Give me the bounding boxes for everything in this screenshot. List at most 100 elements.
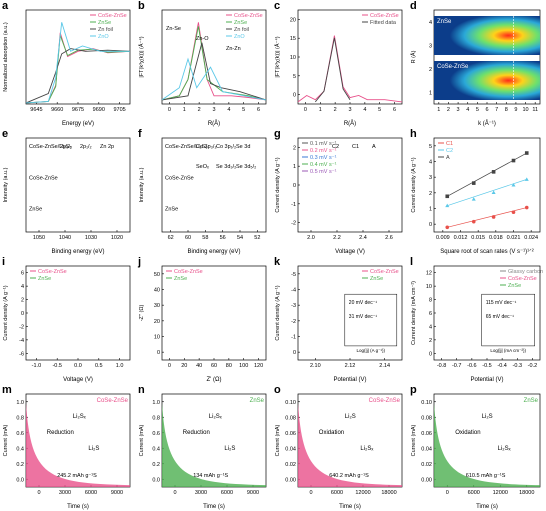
annotation: Li₂S	[88, 446, 99, 452]
y-tick-label: 4	[429, 160, 432, 166]
y-axis-label: Current density (A g⁻¹)	[3, 285, 9, 340]
legend-entry: ZnSe	[370, 276, 383, 282]
y-tick-label: 0.6	[16, 431, 24, 437]
x-tick-label: 0	[309, 490, 312, 496]
x-tick-label: 52	[254, 235, 260, 241]
series-line-3	[161, 42, 267, 101]
series-label: CoSe-ZnSe	[29, 175, 58, 181]
x-tick-label: 1	[183, 107, 186, 113]
legend-entry: Fitted data	[370, 20, 397, 26]
x-tick-label: -0.5	[52, 363, 61, 369]
x-tick-label: 9705	[113, 107, 125, 113]
x-tick-label: 0	[37, 490, 40, 496]
x-tick-label: 2.2	[333, 235, 341, 241]
peak-label: SeOₓ	[196, 164, 209, 170]
plot-frame	[161, 9, 267, 105]
x-tick-label: 20	[181, 363, 187, 369]
legend-entry: ZnSe	[174, 276, 187, 282]
legend-entry: CoSe-ZnSe	[234, 13, 263, 19]
y-tick-label: 2	[429, 67, 432, 73]
y-tick-label: 1	[429, 90, 432, 96]
chart-svg: 62 60 58 56 54 52 Binding energy (eV) Intensity…	[139, 137, 267, 255]
plot-frame	[25, 9, 131, 105]
y-tick-label: -1	[291, 335, 296, 341]
y-axis-label: R (Å)	[410, 50, 417, 63]
panel-label: l	[410, 256, 414, 268]
panel-label: d	[410, 0, 417, 12]
data-point	[491, 190, 496, 195]
series-label: CoSe-ZnSe/Li₂S₆	[29, 144, 72, 150]
series-line-4	[161, 57, 267, 101]
series-label: CoSe-ZnSe	[165, 175, 194, 181]
legend-entry: Zn foil	[234, 27, 249, 33]
annotation: Reduction	[47, 430, 74, 436]
y-tick-label: 0.06	[285, 431, 296, 437]
legend-entry: A	[446, 155, 450, 161]
chart-svg: 0.009 0.012 0.015 0.018 0.021 0.024 0 1 2 3 4 5 Squa…	[411, 137, 541, 255]
y-axis-label: -Z'' (Ω)	[139, 305, 145, 322]
x-tick-label: 6000	[85, 490, 97, 496]
y-tick-label: 0	[293, 350, 296, 356]
inset-x-label: Log(|j| (A g⁻¹))	[357, 348, 386, 353]
slope-label: 65 mV dec⁻¹	[486, 314, 515, 320]
y-tick-label: 1	[293, 164, 296, 170]
x-axis-label: Binding energy (eV)	[51, 249, 104, 255]
chart-svg: 2.0 2.2 2.4 2.6 -2 -1 0 1 2 Voltage (V) Current de…	[275, 137, 403, 255]
y-tick-label: 0.0	[16, 477, 24, 483]
y-tick-label: -4	[19, 338, 24, 344]
y-axis-label: Current (mA)	[411, 424, 417, 456]
x-tick-label: -1.0	[32, 363, 41, 369]
x-axis-label: Energy (eV)	[62, 121, 94, 127]
y-tick-label: 0.04	[285, 446, 296, 452]
panel-j: j 0 20 40 60 80 100 120 0 10 20 30 40 50 Z' (Ω) -Z'' (Ω…	[136, 256, 272, 384]
y-tick-label: 0.2	[152, 462, 160, 468]
annotation: Li₂S	[482, 414, 493, 420]
inset-frame	[481, 293, 535, 347]
chart-svg: 2.10 2.12 2.14 0 -1 -2 -3 -4 -5 Potential (V) Curr…	[275, 265, 403, 383]
x-tick-label: 0.0	[74, 363, 82, 369]
legend-entry: ZnSe	[98, 20, 111, 26]
peak-label: A	[372, 144, 376, 150]
peak-label: Co 3p₃/₂	[196, 144, 217, 150]
panel-o: o 0 6000 12000 18000 0.00 0.02 0.04 0.06 0.08 0.10…	[272, 384, 408, 511]
x-axis-label: Voltage (V)	[63, 377, 93, 383]
series-line-1	[25, 32, 131, 104]
series-line-2	[25, 35, 131, 104]
x-tick-label: 11	[532, 107, 538, 113]
x-tick-label: 2.0	[307, 235, 315, 241]
y-tick-label: 0.06	[421, 431, 432, 437]
x-tick-label: 2	[198, 107, 201, 113]
data-point	[524, 177, 529, 181]
peak-label: 2p₁/₂	[80, 144, 92, 150]
inset-frame	[344, 293, 398, 347]
annotation: Li₂Sₓ	[360, 446, 373, 452]
legend-entry: 0.4 mV s⁻¹	[310, 162, 337, 168]
heatmap-title: ZnSe	[437, 19, 452, 25]
x-tick-label: -0.8	[437, 363, 446, 369]
legend-entry: C1	[446, 141, 453, 147]
y-tick-label: 0	[293, 93, 296, 99]
y-tick-label: 0.08	[285, 415, 296, 421]
panel-label: g	[274, 128, 281, 140]
series-line-3	[25, 48, 131, 104]
y-tick-label: 0.8	[16, 415, 24, 421]
x-tick-label: 18000	[381, 490, 396, 496]
panel-label: n	[138, 384, 145, 396]
area-fill	[26, 403, 130, 487]
x-tick-label: 3	[348, 107, 351, 113]
legend-entry: CoSe-ZnSe	[174, 269, 203, 275]
plot-frame	[25, 137, 131, 233]
x-tick-label: 6	[393, 107, 396, 113]
y-tick-label: 10	[426, 284, 432, 290]
y-axis-label: |FT(k³χ(k))| (Å⁻⁴)	[274, 36, 281, 77]
x-tick-label: 4	[363, 107, 366, 113]
x-tick-label: 120	[254, 363, 263, 369]
annotation: Oxidation	[319, 430, 344, 436]
x-tick-label: 1	[437, 107, 440, 113]
x-tick-label: 0.015	[471, 235, 485, 241]
peak-label: 2p₃/₂	[60, 144, 72, 150]
y-tick-label: 0.4	[16, 446, 24, 452]
peak-label: C2	[332, 144, 339, 150]
chart-svg: 0 20 40 60 80 100 120 0 10 20 30 40 50 Z' (Ω) -Z'' (Ω)…	[139, 265, 267, 383]
